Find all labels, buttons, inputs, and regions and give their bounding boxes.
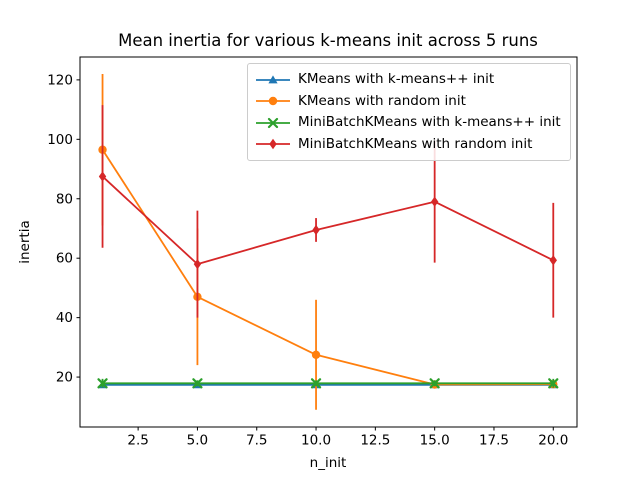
- data-point-marker: [193, 258, 202, 270]
- x-tick-label: 2.5: [127, 433, 148, 449]
- legend-marker-sample: [268, 97, 278, 106]
- series-line: [101, 149, 554, 386]
- data-point-marker: [311, 350, 321, 359]
- series-4: [98, 105, 557, 318]
- plot-series: [97, 73, 559, 410]
- x-axis-label: n_init: [310, 455, 347, 471]
- x-tick-label: 17.5: [479, 433, 509, 449]
- legend-marker-diamond-icon: [256, 139, 290, 150]
- chart-title: Mean inertia for various k-means init ac…: [118, 31, 538, 50]
- series-3: [97, 378, 559, 389]
- legend-item: KMeans with random init: [255, 91, 561, 113]
- data-point-marker: [97, 378, 108, 389]
- legend-marker-x-icon: [256, 117, 290, 128]
- x-tick-label: 12.5: [360, 433, 390, 449]
- plot-frame: [79, 56, 578, 428]
- legend-marker-triangle-icon: [256, 75, 290, 84]
- data-point-marker: [548, 378, 559, 389]
- data-point-marker: [312, 224, 320, 236]
- legend-item: MiniBatchKMeans with k-means++ init: [255, 112, 561, 134]
- x-tick-label: 7.5: [246, 433, 267, 449]
- x-tick-label: 5.0: [187, 433, 208, 449]
- legend-marker-sample: [268, 75, 278, 84]
- legend: KMeans with k-means++ init KMeans with ra…: [247, 63, 571, 161]
- data-point-marker: [192, 378, 203, 389]
- legend-marker-sample: [267, 117, 279, 128]
- legend-marker-circle-icon: [256, 97, 290, 106]
- series-line: [101, 175, 554, 266]
- legend-item: KMeans with k-means++ init: [255, 69, 561, 91]
- x-tick-label: 15.0: [420, 433, 450, 449]
- legend-label: MiniBatchKMeans with random init: [298, 135, 533, 152]
- data-point-marker: [310, 378, 322, 389]
- data-point-marker: [429, 378, 440, 389]
- y-tick-label: 40: [56, 310, 73, 326]
- legend-marker-sample: [269, 139, 277, 150]
- y-tick-label: 20: [56, 370, 73, 386]
- x-tick-label: 10.0: [301, 433, 331, 449]
- legend-label: KMeans with random init: [298, 92, 466, 109]
- data-point-marker: [430, 196, 439, 207]
- y-tick-label: 60: [56, 251, 73, 267]
- legend-label: KMeans with k-means++ init: [298, 71, 495, 87]
- y-axis-label: inertia: [17, 220, 33, 263]
- plot-axes: 2.5 5.0 7.5 10.0 12.5 15.0 17.5 20.0 20 40 60 80 100…: [47, 56, 578, 449]
- data-point-marker: [549, 255, 557, 266]
- y-tick-label: 100: [47, 132, 73, 148]
- legend-label: MiniBatchKMeans with k-means++ init: [298, 114, 561, 130]
- x-tick-label: 20.0: [538, 433, 568, 449]
- y-tick-label: 120: [47, 72, 73, 88]
- legend-item: MiniBatchKMeans with random init: [255, 134, 561, 156]
- data-point-marker: [98, 171, 107, 182]
- y-tick-label: 80: [56, 191, 73, 207]
